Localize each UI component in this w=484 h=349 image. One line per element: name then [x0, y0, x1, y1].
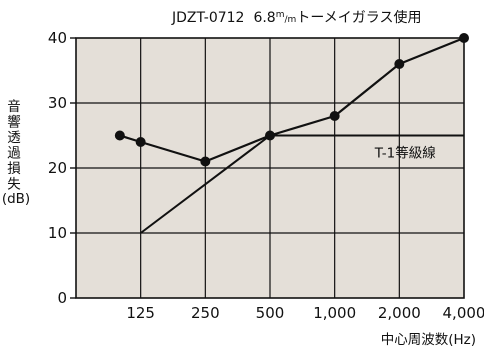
y-tick-label: 0 [57, 289, 67, 307]
y-tick-label: 40 [48, 29, 67, 47]
data-point [329, 111, 340, 121]
data-point [459, 33, 469, 43]
x-tick-label: 250 [191, 304, 220, 322]
y-axis-label-unit: (dB) [2, 191, 30, 207]
data-point [114, 130, 125, 141]
chart-title: JDZT-0712 6.8m/mトーメイガラス使用 [171, 9, 422, 26]
y-axis-label-char: 失 [7, 177, 21, 193]
data-point [200, 156, 211, 167]
data-point [135, 137, 146, 147]
y-tick-label: 10 [48, 224, 67, 242]
t1-grade-line-label: T-1等級線 [374, 145, 436, 162]
x-tick-label: 4,000 [443, 304, 484, 322]
y-tick-label: 20 [48, 159, 67, 177]
y-axis-label-char: 響 [7, 114, 21, 131]
horizontal-gridlines [76, 102, 464, 234]
x-axis-ticks: 125 250 500 1,000 2,000 4,000 [126, 304, 484, 322]
x-tick-label: 500 [256, 304, 285, 322]
x-tick-label: 2,000 [378, 304, 421, 322]
y-axis-label-char: 過 [7, 146, 21, 162]
x-tick-label: 125 [126, 304, 155, 322]
series-points [114, 33, 469, 167]
x-tick-label: 1,000 [313, 304, 356, 322]
x-axis-label: 中心周波数(Hz) [381, 332, 476, 348]
y-tick-label: 30 [48, 94, 67, 112]
y-axis-label-char: 損 [7, 161, 21, 177]
y-axis-ticks: 0 10 20 30 40 [48, 29, 76, 307]
data-point [394, 59, 405, 69]
data-point [265, 130, 275, 141]
y-axis-label-char: 音 [7, 98, 21, 115]
y-axis-label-char: 透 [7, 130, 21, 146]
